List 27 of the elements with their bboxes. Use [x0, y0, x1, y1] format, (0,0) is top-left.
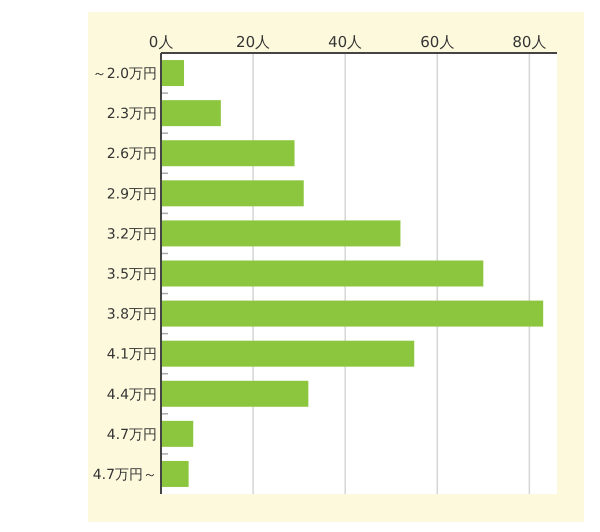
- bar: [161, 260, 484, 286]
- x-tick-label: 0人: [148, 33, 174, 51]
- y-tick-label: 3.2万円: [106, 226, 157, 242]
- bar: [161, 180, 304, 206]
- x-tick-label: 80人: [512, 33, 546, 51]
- x-tick-label: 40人: [328, 33, 362, 51]
- bar: [161, 60, 184, 86]
- y-tick-label: 4.7万円: [106, 426, 157, 443]
- bar: [161, 380, 308, 407]
- y-tick-label: 4.7万円～: [92, 466, 157, 483]
- y-tick-label: 4.1万円: [106, 346, 157, 363]
- y-tick-label: 2.6万円: [106, 146, 157, 162]
- bar: [161, 420, 194, 447]
- bar: [161, 300, 544, 327]
- bar: [161, 100, 221, 126]
- y-tick-label: 2.9万円: [106, 186, 157, 202]
- x-tick-label: 60人: [420, 33, 454, 51]
- x-tick-label: 20人: [236, 33, 270, 51]
- bar: [161, 460, 189, 487]
- y-tick-label: 3.8万円: [106, 306, 157, 323]
- y-tick-label: 4.4万円: [106, 386, 157, 403]
- bar: [161, 220, 400, 246]
- y-tick-label: 2.3万円: [106, 106, 157, 122]
- y-tick-label: 3.5万円: [106, 266, 157, 282]
- bar: [161, 340, 414, 367]
- bar: [161, 140, 295, 166]
- y-tick-label: ～2.0万円: [92, 66, 157, 82]
